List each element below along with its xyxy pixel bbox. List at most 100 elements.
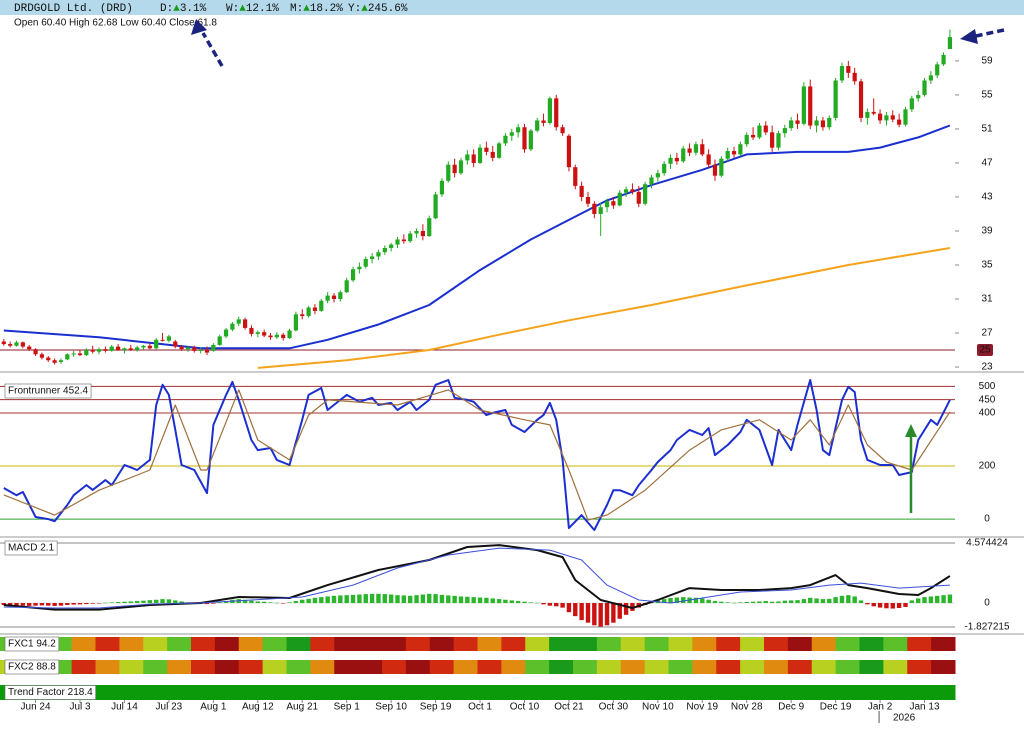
candle-body	[725, 151, 730, 159]
histogram-bar	[312, 597, 318, 604]
change-stat: M:▲18.2%	[290, 3, 343, 15]
candle-body	[693, 144, 699, 153]
histogram-bar	[477, 597, 483, 604]
heat-cell	[191, 660, 216, 674]
heat-cell	[95, 660, 120, 674]
candle-body	[84, 350, 89, 356]
candle-body	[541, 120, 546, 123]
candle-body	[890, 115, 895, 120]
heat-cell	[71, 660, 96, 674]
heat-cell	[191, 637, 216, 651]
histogram-bar	[90, 603, 95, 604]
histogram-bar	[319, 597, 324, 604]
change-arrow: ▲	[173, 3, 180, 15]
histogram-bar	[249, 600, 254, 604]
histogram-bar	[725, 602, 730, 604]
change-value: 3.1%	[180, 3, 207, 15]
histogram-bar	[846, 595, 851, 604]
y-tick-label: 31	[981, 294, 993, 305]
y-tick-label: -1.827215	[964, 622, 1009, 633]
candle-body	[204, 350, 210, 353]
heat-cell	[382, 660, 407, 674]
histogram-bar	[452, 595, 457, 604]
histogram-bar	[300, 599, 305, 604]
candle-body	[230, 323, 235, 330]
panel-title: FXC2 88.8	[8, 662, 56, 673]
change-label: D:	[160, 3, 173, 15]
histogram-bar	[27, 603, 32, 606]
candle-body	[757, 125, 762, 138]
candle-body	[350, 269, 356, 281]
candle-body	[408, 233, 413, 242]
histogram-bar	[363, 594, 368, 604]
reference-label: 25	[979, 345, 991, 356]
candle-body	[77, 353, 83, 356]
histogram-bar	[274, 602, 280, 604]
candle-body	[579, 185, 584, 197]
histogram-bar	[7, 603, 13, 606]
candle-body	[839, 66, 845, 81]
candle-body	[90, 350, 95, 352]
y-tick-label: 27	[981, 328, 993, 339]
x-tick-label: Oct 1	[468, 702, 492, 713]
panel-title: Trend Factor 218.4	[8, 687, 93, 698]
candle-body	[535, 120, 540, 131]
candle-body	[312, 307, 318, 311]
histogram-bar	[554, 603, 559, 607]
candle-body	[8, 344, 13, 346]
histogram-bar	[128, 601, 134, 604]
heat-cell	[931, 637, 956, 651]
candle-body	[617, 192, 622, 206]
histogram-bar	[776, 601, 781, 604]
heat-cell	[477, 637, 502, 651]
histogram-bar	[306, 598, 311, 604]
candle-body	[814, 120, 819, 126]
heat-cell	[405, 660, 431, 674]
histogram-bar	[134, 601, 140, 604]
heat-cell	[668, 637, 693, 651]
x-tick-label: Jul 3	[69, 702, 91, 713]
candle-body	[516, 127, 521, 133]
histogram-bar	[388, 594, 394, 604]
histogram-bar	[928, 596, 934, 604]
x-tick-label: Jun 24	[21, 702, 51, 713]
histogram-bar	[154, 599, 159, 604]
x-tick-label: Nov 19	[686, 702, 718, 713]
heat-cell	[119, 660, 144, 674]
y-tick-label: 4.574424	[966, 538, 1008, 549]
candle-body	[547, 98, 552, 123]
candle-body	[141, 345, 146, 348]
candle-body	[160, 339, 165, 341]
histogram-bar	[331, 595, 337, 604]
heat-cell	[0, 685, 956, 700]
candle-body	[604, 201, 610, 208]
heat-cell	[883, 637, 908, 651]
heat-cell	[931, 660, 956, 674]
candle-body	[109, 346, 114, 351]
candle-body	[96, 349, 102, 352]
histogram-bar	[147, 600, 153, 604]
candle-body	[674, 157, 679, 162]
histogram-bar	[401, 595, 407, 604]
histogram-bar	[344, 595, 349, 604]
candle-body	[808, 86, 813, 126]
candle-body	[643, 184, 648, 204]
x-tick-label: Oct 10	[510, 702, 540, 713]
x-tick-label: Jul 23	[156, 702, 183, 713]
histogram-bar	[668, 598, 673, 604]
histogram-bar	[14, 603, 19, 606]
heat-cell	[787, 660, 813, 674]
heat-cell	[525, 660, 550, 674]
series-line	[3, 379, 951, 531]
candle-body	[655, 173, 660, 178]
histogram-bar	[84, 603, 89, 605]
histogram-bar	[382, 594, 387, 604]
candle-body	[192, 347, 197, 351]
histogram-bar	[947, 594, 953, 604]
candle-body	[858, 81, 864, 118]
histogram-bar	[141, 600, 146, 604]
candle-body	[1, 341, 6, 345]
candle-body	[496, 143, 502, 158]
change-value: 245.6%	[368, 3, 408, 15]
candle-body	[185, 347, 191, 350]
